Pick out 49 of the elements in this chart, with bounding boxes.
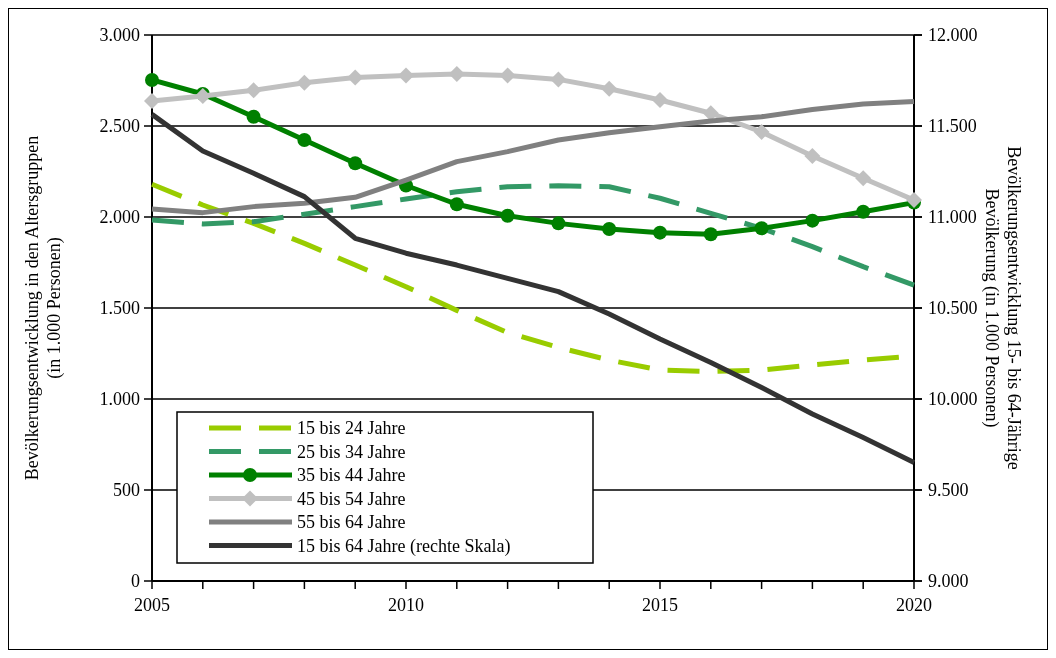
y-tick-label: 500	[113, 480, 140, 501]
point	[449, 197, 464, 212]
point	[601, 80, 618, 97]
point	[805, 213, 820, 228]
point	[703, 227, 718, 242]
x-tick-label: 2005	[134, 595, 170, 615]
legend-label: 15 bis 64 Jahre (rechte Skala)	[297, 535, 511, 557]
y2-axis-title: Bevölkerungsentwicklung 15- bis 64-Jährige Bevölkerung (in 1.000 Personen)	[981, 146, 1024, 470]
point	[551, 216, 566, 231]
legend-label: 35 bis 44 Jahre	[297, 465, 406, 486]
legend-label: 45 bis 54 Jahre	[297, 488, 406, 509]
point	[297, 133, 312, 148]
point	[550, 71, 567, 88]
y-axis-title: Bevölkerungsentwicklung in den Altersgruppen (in 1.000 Personen)	[22, 135, 65, 481]
y-tick-label: 0	[131, 571, 140, 592]
point	[245, 82, 262, 99]
y2-tick-label: 10.000	[928, 389, 978, 410]
y2-tick-label: 12.000	[928, 25, 978, 46]
x-tick-label: 2020	[896, 595, 932, 615]
y-tick-label: 2.500	[99, 116, 140, 137]
point	[144, 93, 160, 110]
y2-tick-label: 9.000	[928, 571, 969, 592]
y-tick-label: 1.500	[99, 298, 140, 319]
point	[652, 91, 668, 108]
point	[856, 204, 871, 219]
y2-tick-label: 10.500	[928, 298, 978, 319]
point	[296, 74, 313, 91]
x-tick-label: 2010	[388, 595, 424, 615]
point	[855, 170, 872, 187]
point	[398, 67, 414, 84]
y-tick-label: 1.000	[99, 389, 140, 410]
point	[754, 221, 769, 236]
legend-label: 25 bis 34 Jahre	[297, 441, 406, 462]
point	[348, 156, 363, 171]
y2-tick-label: 11.000	[928, 207, 977, 228]
y2-tick-label: 9.500	[928, 480, 969, 501]
legend-label: 15 bis 24 Jahre	[297, 418, 406, 439]
point	[804, 148, 821, 165]
legend-label: 55 bis 64 Jahre	[297, 512, 406, 533]
point	[753, 124, 770, 141]
point	[653, 225, 667, 240]
point	[602, 222, 617, 237]
y-tick-label: 2.000	[99, 207, 140, 228]
x-tick-label: 2015	[642, 595, 678, 615]
y2-tick-label: 11.500	[928, 116, 977, 137]
point	[246, 109, 261, 124]
point	[145, 72, 159, 87]
y-tick-label: 3.000	[99, 25, 140, 46]
point	[500, 208, 515, 223]
